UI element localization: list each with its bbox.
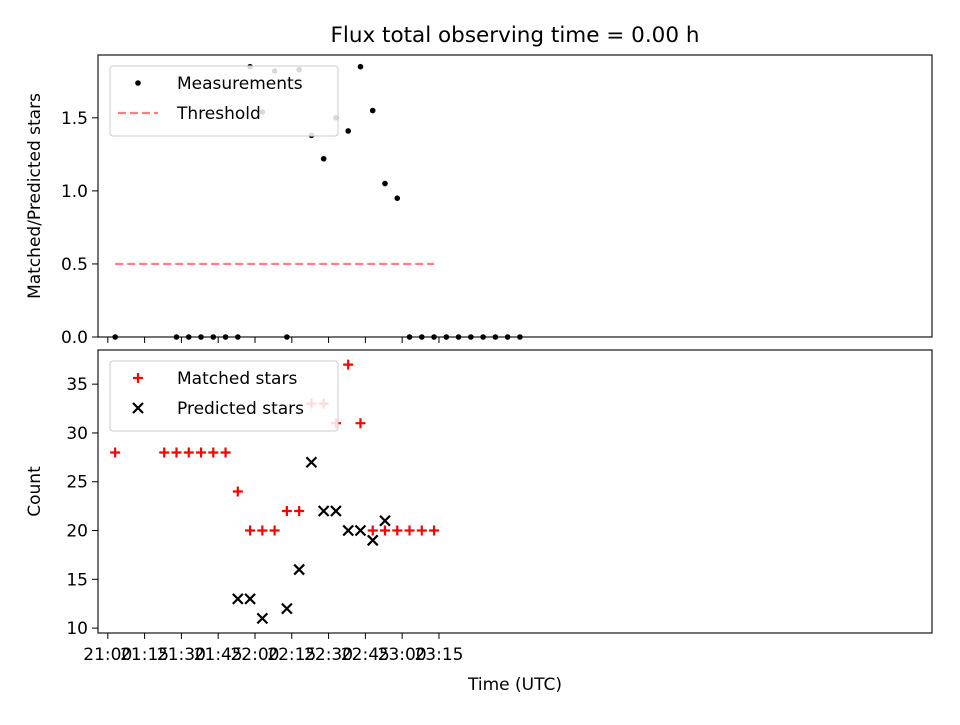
y-tick-label: 30 [66,424,88,444]
data-point [406,334,413,340]
data-point [330,505,342,517]
x-tick-label: 22:45 [341,645,390,665]
x-tick-label: 23:15 [414,645,463,665]
y-axis-label: Matched/Predicted stars [25,93,45,299]
data-point [382,180,388,187]
data-point [354,524,367,537]
data-point [281,506,292,517]
data-point [379,525,390,536]
data-point [468,334,474,340]
x-tick-label: 21:15 [120,645,169,665]
data-point [431,334,437,340]
data-point [357,63,364,70]
data-point [245,525,256,536]
data-point [284,334,290,340]
axes-frame [97,54,933,338]
legend-label: Predicted stars [177,399,304,419]
data-point [369,107,376,114]
legend-label: Threshold [176,104,261,124]
data-point [210,334,217,340]
data-point [429,525,440,536]
data-point [404,525,415,536]
axes-frame [97,349,933,634]
x-tick-label: 23:00 [378,645,427,665]
legend-swatch [132,402,144,414]
data-point [317,505,330,517]
bottom-panel: 101520253035Count21:0021:1521:3021:4522:… [25,349,933,695]
legend-box [109,360,339,432]
x-tick-label: 22:15 [267,645,316,665]
data-point [504,334,511,340]
data-point [293,563,305,576]
chart-title: Flux total observing time = 0.00 h [331,23,700,48]
data-point [110,447,121,458]
data-point [281,602,293,615]
y-tick-label: 25 [66,473,88,493]
x-axis-label: Time (UTC) [467,675,562,695]
y-tick-label: 10 [66,619,88,639]
data-point [416,525,427,536]
data-point [159,447,170,458]
x-tick-label: 21:00 [83,645,132,665]
y-tick-label: 35 [66,375,88,395]
data-point [235,334,241,340]
legend-swatch [135,80,141,86]
legend-box [109,65,339,137]
data-point [394,195,401,201]
data-point [256,612,269,625]
y-tick-label: 15 [66,570,88,590]
data-point [492,334,499,340]
y-tick-label: 20 [66,522,88,542]
data-point [455,334,462,340]
data-point [185,334,192,340]
legend-label: Matched stars [177,369,297,389]
data-point [196,447,207,458]
data-point [305,456,318,469]
x-tick-label: 21:45 [194,645,243,665]
data-point [517,334,523,340]
data-point [232,486,243,497]
x-tick-label: 21:30 [157,645,206,665]
data-point [232,593,244,605]
data-point [345,128,352,134]
y-tick-label: 1.0 [61,182,88,202]
data-point [294,506,305,517]
data-point [443,334,450,340]
data-point [343,359,354,370]
data-point [198,334,204,340]
data-point [269,525,280,536]
y-axis-label: Count [25,466,45,517]
data-point [257,525,268,536]
y-tick-label: 1.5 [61,109,88,129]
data-point [366,534,379,547]
data-point [220,447,231,458]
data-point [480,334,486,340]
data-point [355,418,366,429]
data-point [367,525,378,536]
data-point [418,334,425,340]
x-tick-label: 22:00 [230,645,279,665]
data-point [208,447,219,458]
data-point [183,447,194,458]
top-panel: Flux total observing time = 0.00 h 0.0 0.5… [25,23,933,348]
data-point [171,447,182,458]
data-point [222,334,229,340]
data-point [244,593,256,605]
data-point [392,525,403,536]
y-tick-label: 0.0 [61,328,88,348]
x-tick-label: 22:30 [304,645,353,665]
data-point [320,155,327,162]
data-point [379,514,391,527]
legend-swatch [133,373,143,383]
data-point [112,334,118,340]
data-point [342,524,354,537]
y-tick-label: 0.5 [61,255,88,275]
legend-label: Measurements [177,74,303,94]
data-point [173,334,180,340]
